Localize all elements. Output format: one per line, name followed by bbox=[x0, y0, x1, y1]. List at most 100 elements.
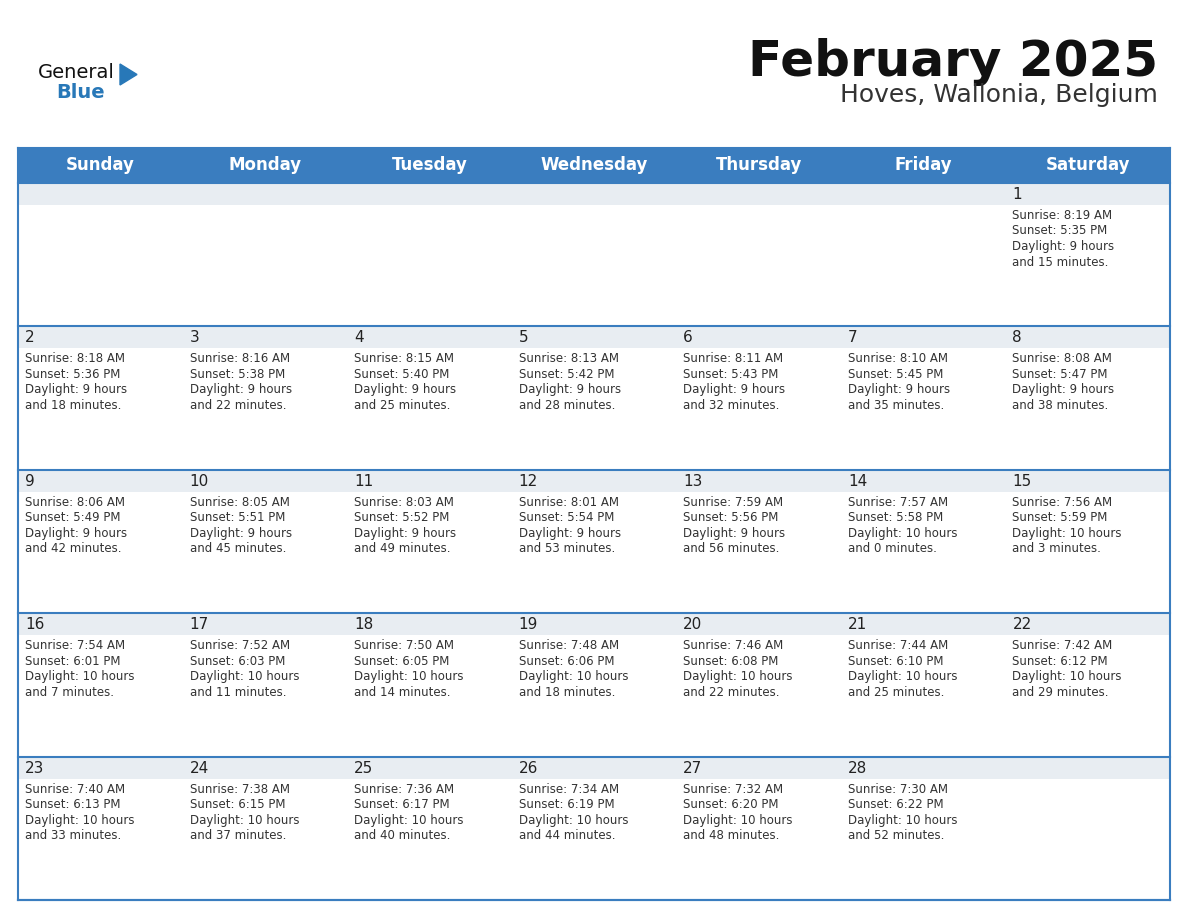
Bar bbox=[18, 327, 1170, 470]
Bar bbox=[18, 183, 1170, 205]
Text: and 28 minutes.: and 28 minutes. bbox=[519, 399, 615, 412]
Text: Sunrise: 8:03 AM: Sunrise: 8:03 AM bbox=[354, 496, 454, 509]
Text: Daylight: 10 hours: Daylight: 10 hours bbox=[25, 813, 134, 826]
Text: 20: 20 bbox=[683, 617, 702, 633]
Text: 6: 6 bbox=[683, 330, 693, 345]
Text: Daylight: 10 hours: Daylight: 10 hours bbox=[354, 670, 463, 683]
Text: Sunset: 5:43 PM: Sunset: 5:43 PM bbox=[683, 368, 778, 381]
Text: Daylight: 9 hours: Daylight: 9 hours bbox=[190, 527, 292, 540]
Text: Sunrise: 8:13 AM: Sunrise: 8:13 AM bbox=[519, 353, 619, 365]
Text: Sunrise: 7:34 AM: Sunrise: 7:34 AM bbox=[519, 783, 619, 796]
Text: Sunset: 5:40 PM: Sunset: 5:40 PM bbox=[354, 368, 449, 381]
Text: 26: 26 bbox=[519, 761, 538, 776]
Text: February 2025: February 2025 bbox=[748, 38, 1158, 86]
Text: 4: 4 bbox=[354, 330, 364, 345]
Text: 2: 2 bbox=[25, 330, 34, 345]
Bar bbox=[18, 613, 1170, 635]
Text: and 22 minutes.: and 22 minutes. bbox=[190, 399, 286, 412]
Text: Daylight: 10 hours: Daylight: 10 hours bbox=[683, 670, 792, 683]
Text: Sunrise: 8:19 AM: Sunrise: 8:19 AM bbox=[1012, 209, 1112, 222]
Text: Sunday: Sunday bbox=[65, 156, 134, 174]
Text: Daylight: 9 hours: Daylight: 9 hours bbox=[519, 527, 621, 540]
Text: Sunset: 6:10 PM: Sunset: 6:10 PM bbox=[848, 655, 943, 667]
Text: 1: 1 bbox=[1012, 187, 1022, 202]
Text: Sunset: 5:56 PM: Sunset: 5:56 PM bbox=[683, 511, 778, 524]
Text: 5: 5 bbox=[519, 330, 529, 345]
Text: and 15 minutes.: and 15 minutes. bbox=[1012, 255, 1108, 268]
Text: and 18 minutes.: and 18 minutes. bbox=[25, 399, 121, 412]
Bar bbox=[18, 470, 1170, 492]
Text: Sunrise: 7:48 AM: Sunrise: 7:48 AM bbox=[519, 639, 619, 652]
Text: 17: 17 bbox=[190, 617, 209, 633]
Text: Sunset: 6:01 PM: Sunset: 6:01 PM bbox=[25, 655, 120, 667]
Text: Sunrise: 7:52 AM: Sunrise: 7:52 AM bbox=[190, 639, 290, 652]
Text: Sunset: 6:15 PM: Sunset: 6:15 PM bbox=[190, 798, 285, 812]
Text: and 56 minutes.: and 56 minutes. bbox=[683, 543, 779, 555]
Text: and 53 minutes.: and 53 minutes. bbox=[519, 543, 615, 555]
Text: 18: 18 bbox=[354, 617, 373, 633]
Text: Sunset: 5:54 PM: Sunset: 5:54 PM bbox=[519, 511, 614, 524]
Text: Sunrise: 8:06 AM: Sunrise: 8:06 AM bbox=[25, 496, 125, 509]
Text: 19: 19 bbox=[519, 617, 538, 633]
Text: Daylight: 9 hours: Daylight: 9 hours bbox=[1012, 240, 1114, 253]
Text: Sunrise: 8:05 AM: Sunrise: 8:05 AM bbox=[190, 496, 290, 509]
Text: and 45 minutes.: and 45 minutes. bbox=[190, 543, 286, 555]
Text: Daylight: 10 hours: Daylight: 10 hours bbox=[519, 813, 628, 826]
Text: 24: 24 bbox=[190, 761, 209, 776]
Text: Daylight: 10 hours: Daylight: 10 hours bbox=[848, 813, 958, 826]
Text: Blue: Blue bbox=[56, 83, 105, 102]
Text: Sunrise: 8:15 AM: Sunrise: 8:15 AM bbox=[354, 353, 454, 365]
Text: Sunset: 6:17 PM: Sunset: 6:17 PM bbox=[354, 798, 450, 812]
Text: Sunrise: 7:54 AM: Sunrise: 7:54 AM bbox=[25, 639, 125, 652]
Text: 23: 23 bbox=[25, 761, 44, 776]
Text: 7: 7 bbox=[848, 330, 858, 345]
Text: and 52 minutes.: and 52 minutes. bbox=[848, 829, 944, 842]
Text: Sunrise: 7:59 AM: Sunrise: 7:59 AM bbox=[683, 496, 783, 509]
Text: and 7 minutes.: and 7 minutes. bbox=[25, 686, 114, 699]
Text: 14: 14 bbox=[848, 474, 867, 488]
Text: General: General bbox=[38, 63, 115, 82]
Text: and 14 minutes.: and 14 minutes. bbox=[354, 686, 450, 699]
Text: Sunrise: 7:36 AM: Sunrise: 7:36 AM bbox=[354, 783, 454, 796]
Text: 22: 22 bbox=[1012, 617, 1031, 633]
Text: Daylight: 10 hours: Daylight: 10 hours bbox=[519, 670, 628, 683]
Text: Sunset: 5:42 PM: Sunset: 5:42 PM bbox=[519, 368, 614, 381]
Text: and 40 minutes.: and 40 minutes. bbox=[354, 829, 450, 842]
Text: Daylight: 10 hours: Daylight: 10 hours bbox=[190, 813, 299, 826]
Text: Sunrise: 8:08 AM: Sunrise: 8:08 AM bbox=[1012, 353, 1112, 365]
Text: 10: 10 bbox=[190, 474, 209, 488]
Text: 16: 16 bbox=[25, 617, 44, 633]
Text: and 25 minutes.: and 25 minutes. bbox=[354, 399, 450, 412]
Bar bbox=[18, 327, 1170, 349]
Bar bbox=[18, 613, 1170, 756]
Text: Sunrise: 7:44 AM: Sunrise: 7:44 AM bbox=[848, 639, 948, 652]
Text: Sunset: 6:03 PM: Sunset: 6:03 PM bbox=[190, 655, 285, 667]
Bar bbox=[18, 756, 1170, 900]
Text: Sunset: 6:06 PM: Sunset: 6:06 PM bbox=[519, 655, 614, 667]
Text: and 42 minutes.: and 42 minutes. bbox=[25, 543, 121, 555]
Text: Sunset: 5:35 PM: Sunset: 5:35 PM bbox=[1012, 225, 1107, 238]
Text: Daylight: 9 hours: Daylight: 9 hours bbox=[519, 384, 621, 397]
Text: Sunrise: 7:38 AM: Sunrise: 7:38 AM bbox=[190, 783, 290, 796]
Text: Sunrise: 8:11 AM: Sunrise: 8:11 AM bbox=[683, 353, 783, 365]
Text: Sunset: 5:58 PM: Sunset: 5:58 PM bbox=[848, 511, 943, 524]
Text: Daylight: 9 hours: Daylight: 9 hours bbox=[25, 384, 127, 397]
Text: Sunset: 6:22 PM: Sunset: 6:22 PM bbox=[848, 798, 943, 812]
Text: 25: 25 bbox=[354, 761, 373, 776]
Text: Sunset: 6:20 PM: Sunset: 6:20 PM bbox=[683, 798, 779, 812]
Text: 27: 27 bbox=[683, 761, 702, 776]
Text: and 25 minutes.: and 25 minutes. bbox=[848, 686, 944, 699]
Text: and 3 minutes.: and 3 minutes. bbox=[1012, 543, 1101, 555]
Text: 3: 3 bbox=[190, 330, 200, 345]
Text: and 18 minutes.: and 18 minutes. bbox=[519, 686, 615, 699]
Text: Sunset: 5:45 PM: Sunset: 5:45 PM bbox=[848, 368, 943, 381]
Polygon shape bbox=[120, 64, 137, 85]
Text: 11: 11 bbox=[354, 474, 373, 488]
Text: 8: 8 bbox=[1012, 330, 1022, 345]
Text: and 0 minutes.: and 0 minutes. bbox=[848, 543, 936, 555]
Bar bbox=[18, 148, 1170, 183]
Text: Sunset: 5:59 PM: Sunset: 5:59 PM bbox=[1012, 511, 1107, 524]
Text: Thursday: Thursday bbox=[715, 156, 802, 174]
Text: and 29 minutes.: and 29 minutes. bbox=[1012, 686, 1108, 699]
Bar bbox=[18, 183, 1170, 327]
